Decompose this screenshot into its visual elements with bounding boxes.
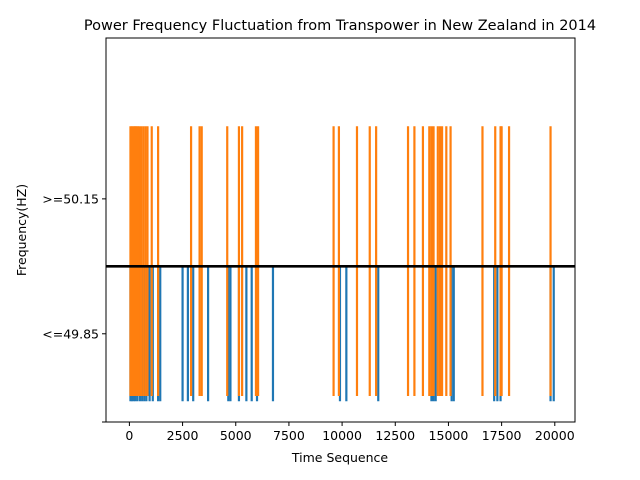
x-axis-label: Time Sequence — [291, 450, 389, 465]
plot-area — [105, 37, 576, 423]
y-axis: <=49.85 >=50.15 — [42, 191, 106, 423]
x-tick-label: 7500 — [273, 428, 305, 443]
x-tick-label: 20000 — [535, 428, 575, 443]
x-tick-label: 5000 — [220, 428, 252, 443]
x-tick-label: 2500 — [167, 428, 199, 443]
series-1 — [129, 126, 552, 397]
chart-title: Power Frequency Fluctuation from Transpo… — [84, 18, 596, 34]
y-tick-label: >=50.15 — [42, 191, 99, 206]
x-tick-label: 12500 — [375, 428, 415, 443]
x-tick-label: 10000 — [322, 428, 362, 443]
x-tick-label: 15000 — [429, 428, 469, 443]
plot-frame — [105, 37, 576, 423]
x-tick-label: 0 — [125, 428, 133, 443]
y-axis-label: Frequency(HZ) — [14, 184, 29, 276]
y-tick-label: <=49.85 — [42, 326, 99, 341]
series-0 — [129, 266, 555, 402]
x-tick-label: 17500 — [482, 428, 522, 443]
x-axis: 0 2500 5000 7500 10000 12500 15000 17500 20000 — [125, 422, 575, 443]
